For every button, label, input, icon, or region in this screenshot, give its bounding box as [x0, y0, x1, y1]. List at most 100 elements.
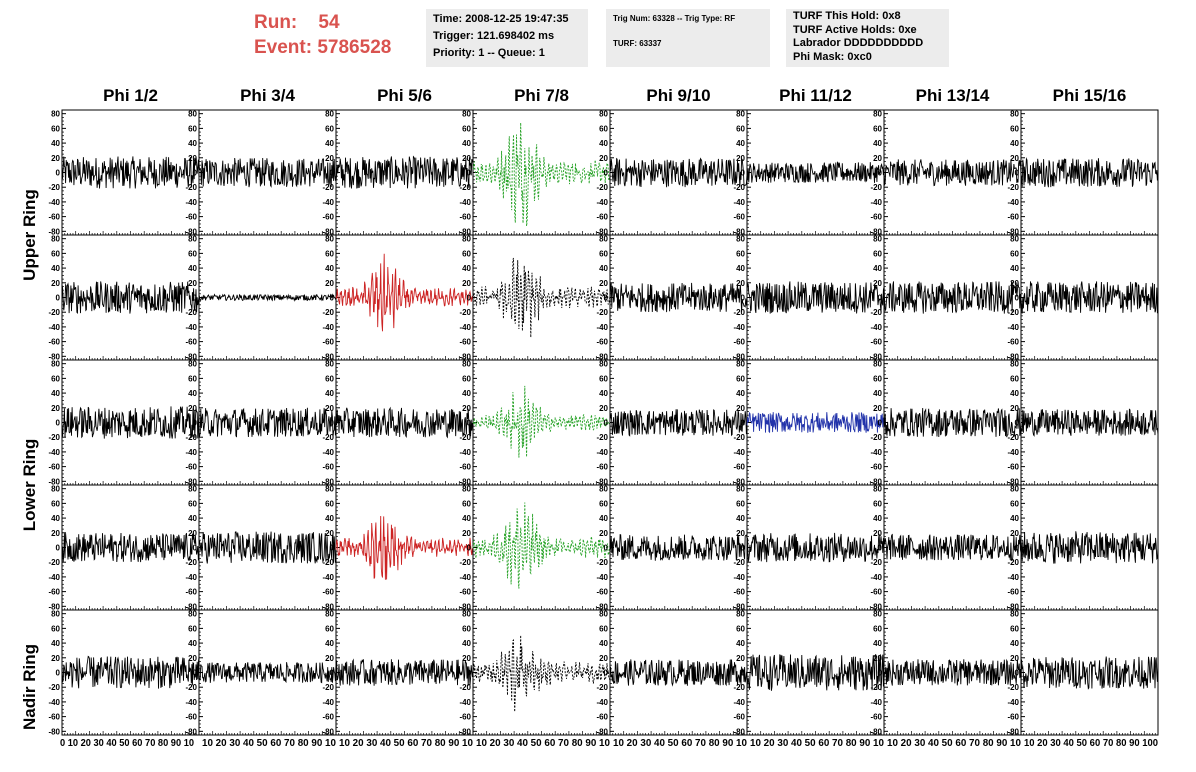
y-tick-label: -80 [185, 602, 197, 611]
y-tick-label: -20 [459, 683, 471, 692]
y-tick-label: -60 [733, 213, 745, 222]
y-tick-label: 20 [188, 654, 197, 663]
y-tick-label: -40 [733, 323, 745, 332]
waveform-trace [198, 407, 337, 438]
y-tick-label: -60 [48, 463, 60, 472]
y-tick-label: -20 [1007, 558, 1019, 567]
y-tick-label: -80 [870, 352, 882, 361]
y-tick-label: -60 [322, 213, 334, 222]
y-tick-label: 60 [599, 249, 608, 258]
y-tick-label: -80 [48, 727, 60, 736]
y-tick-label: 80 [736, 110, 745, 119]
y-tick-label: 40 [188, 639, 197, 648]
event-label: Event: [254, 37, 313, 58]
y-tick-label: 60 [51, 249, 60, 258]
y-tick-label: 60 [736, 124, 745, 133]
y-tick-label: 20 [873, 154, 882, 163]
y-tick-label: -40 [459, 198, 471, 207]
y-tick-label: 20 [873, 404, 882, 413]
y-tick-label: -80 [596, 477, 608, 486]
y-tick-label: -20 [322, 558, 334, 567]
y-tick-label: 40 [1010, 264, 1019, 273]
y-tick-label: -20 [733, 558, 745, 567]
y-tick-label: -60 [322, 463, 334, 472]
priority-line: Priority: 1 -- Queue: 1 [433, 47, 545, 59]
waveform-trace [609, 282, 748, 313]
y-tick-label: 80 [462, 110, 471, 119]
x-tick-labels: 10 20 30 40 50 60 70 80 90 10 [750, 738, 884, 749]
y-tick-label: -80 [870, 602, 882, 611]
y-tick-label: -20 [870, 183, 882, 192]
y-tick-label: -20 [1007, 683, 1019, 692]
turf-line: TURF: 63337 [613, 39, 662, 48]
y-tick-label: -40 [1007, 573, 1019, 582]
y-tick-label: 60 [1010, 374, 1019, 383]
y-tick-label: 80 [462, 360, 471, 369]
y-tick-label: 0 [1015, 419, 1020, 428]
x-tick-labels: 10 20 30 40 50 60 70 80 90 10 [202, 738, 336, 749]
y-tick-label: -40 [870, 698, 882, 707]
waveform-trace [472, 385, 611, 458]
y-tick-label: 60 [325, 624, 334, 633]
y-tick-label: -60 [1007, 588, 1019, 597]
waveform-trace [472, 257, 611, 338]
y-tick-label: 40 [599, 514, 608, 523]
y-tick-label: -80 [322, 227, 334, 236]
x-tick-labels: 10 20 30 40 50 60 70 80 90 10 [887, 738, 1021, 749]
y-tick-label: 80 [599, 610, 608, 619]
y-tick-label: -80 [1007, 352, 1019, 361]
y-tick-label: -80 [733, 477, 745, 486]
y-tick-label: 40 [51, 389, 60, 398]
y-tick-label: 0 [56, 669, 61, 678]
y-tick-label: -40 [733, 698, 745, 707]
waveform-trace [746, 411, 885, 434]
y-tick-label: 40 [462, 264, 471, 273]
y-tick-label: -20 [733, 183, 745, 192]
y-tick-label: -20 [322, 433, 334, 442]
y-tick-label: 40 [873, 139, 882, 148]
y-tick-label: 80 [873, 360, 882, 369]
y-tick-label: -60 [48, 588, 60, 597]
y-tick-label: -40 [733, 198, 745, 207]
y-tick-label: -20 [596, 183, 608, 192]
y-tick-label: -40 [459, 448, 471, 457]
y-tick-label: 20 [188, 404, 197, 413]
y-tick-label: -40 [185, 448, 197, 457]
y-tick-label: -80 [459, 477, 471, 486]
y-tick-label: 40 [1010, 639, 1019, 648]
y-tick-label: -60 [870, 213, 882, 222]
y-tick-label: 40 [325, 139, 334, 148]
y-tick-label: -80 [596, 227, 608, 236]
y-tick-label: -60 [596, 463, 608, 472]
y-tick-label: 20 [599, 529, 608, 538]
y-tick-label: 80 [736, 235, 745, 244]
y-tick-label: -20 [870, 558, 882, 567]
y-tick-label: 0 [467, 169, 472, 178]
y-tick-label: 0 [878, 294, 883, 303]
y-tick-label: 40 [1010, 514, 1019, 523]
y-tick-label: -60 [185, 713, 197, 722]
y-tick-label: 60 [325, 124, 334, 133]
turf-info-box: TURF This Hold: 0x8 TURF Active Holds: 0… [786, 9, 949, 67]
y-tick-label: -40 [870, 448, 882, 457]
y-tick-label: 20 [736, 154, 745, 163]
y-tick-label: 60 [188, 624, 197, 633]
y-tick-label: -60 [185, 463, 197, 472]
y-tick-label: -60 [48, 713, 60, 722]
y-tick-label: 40 [188, 389, 197, 398]
waveform-trace [609, 534, 748, 561]
y-tick-label: -80 [459, 227, 471, 236]
y-tick-label: -60 [870, 338, 882, 347]
y-tick-label: 80 [325, 110, 334, 119]
y-tick-label: 60 [736, 624, 745, 633]
y-tick-label: 80 [188, 110, 197, 119]
y-tick-label: 20 [1010, 404, 1019, 413]
waveform-trace [1020, 408, 1159, 437]
y-tick-label: -80 [185, 227, 197, 236]
col-header-phi-9-10: Phi 9/10 [646, 86, 711, 105]
y-tick-label: -40 [1007, 448, 1019, 457]
y-tick-label: 0 [467, 544, 472, 553]
y-tick-label: 0 [330, 669, 335, 678]
waveform-trace [61, 156, 200, 189]
y-tick-label: -80 [185, 477, 197, 486]
